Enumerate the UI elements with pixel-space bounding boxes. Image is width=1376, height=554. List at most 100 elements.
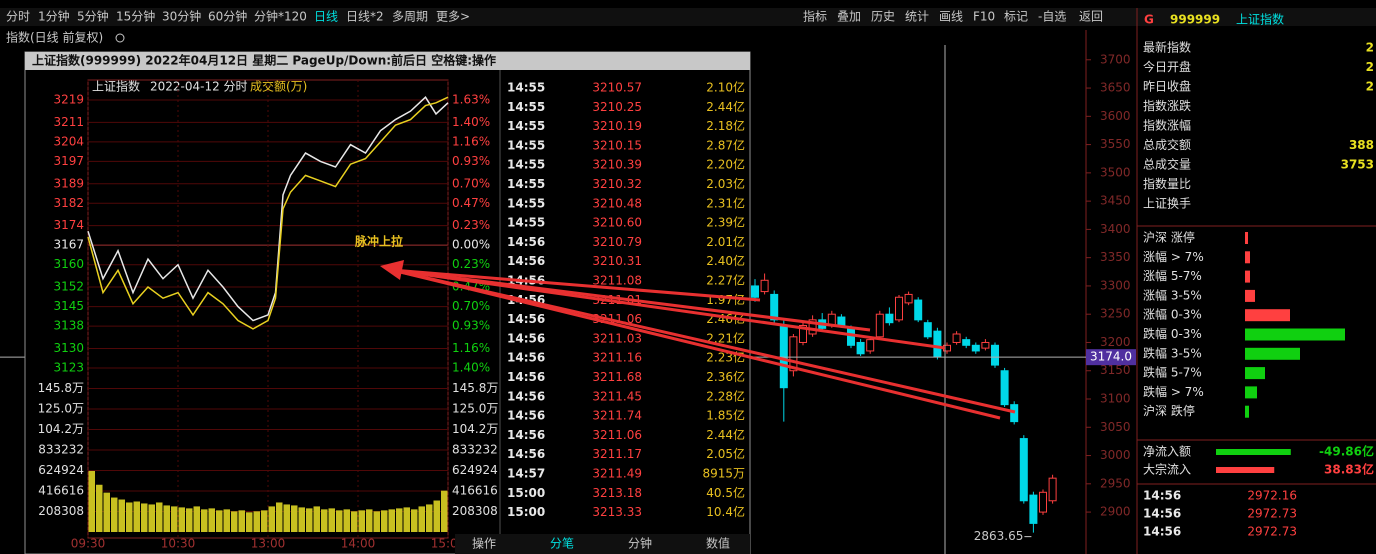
tool-button[interactable]: 叠加: [837, 10, 861, 24]
breadth-label: 跌幅 3-5%: [1143, 345, 1202, 360]
tool-button[interactable]: 标记: [1004, 10, 1028, 24]
tool-button[interactable]: 指标: [803, 9, 827, 24]
volume-bar: [433, 500, 440, 532]
y-tick-label: 3219: [53, 93, 84, 107]
volume-bar: [336, 510, 343, 532]
pct-label: 1.16%: [452, 341, 490, 355]
volume-bar: [283, 504, 290, 532]
tick-price: 3210.25: [592, 100, 642, 114]
y-tick-label: 3145: [53, 299, 84, 313]
volume-tick-label: 833232: [452, 443, 498, 457]
x-tick-label: 09:30: [71, 537, 106, 551]
tick-price: 3211.49: [592, 467, 642, 481]
tick-price: 3210.60: [592, 216, 642, 230]
bottom-tab[interactable]: 数值: [706, 536, 730, 551]
x-tick-label: 13:00: [251, 537, 286, 551]
volume-bar: [396, 508, 403, 532]
quote-name: 上证指数: [1236, 12, 1284, 27]
volume-bar: [403, 507, 410, 532]
volume-bar: [126, 502, 133, 532]
tool-button[interactable]: 返回: [1079, 10, 1103, 24]
tick-volume: 2.01亿: [706, 234, 745, 249]
quote-code: 999999: [1170, 13, 1220, 27]
pct-label: 1.63%: [452, 93, 490, 107]
candle-body: [923, 322, 932, 338]
tool-button[interactable]: -自选: [1038, 10, 1066, 24]
period-tab[interactable]: 日线: [314, 10, 338, 24]
tick-price: 3211.68: [592, 370, 642, 384]
volume-tick-label: 145.8万: [38, 381, 84, 395]
flow-label: 净流入额: [1143, 445, 1191, 459]
tick-volume: 2.87亿: [706, 137, 745, 152]
tick-price: 3210.15: [592, 138, 642, 152]
volume-bar: [231, 511, 238, 532]
tick-price: 3211.06: [592, 428, 642, 442]
tool-button[interactable]: 画线: [939, 10, 963, 24]
tool-button[interactable]: 历史: [871, 10, 895, 24]
y-tick-label: 3204: [53, 134, 84, 148]
tick-time: 14:56: [1143, 489, 1181, 503]
volume-tick-label: 145.8万: [452, 381, 498, 395]
period-tab[interactable]: 日线*2: [346, 10, 384, 24]
tick-volume: 2.44亿: [706, 99, 745, 114]
volume-bar: [246, 512, 253, 532]
arrow-head: [380, 260, 404, 280]
volume-bar: [216, 510, 223, 532]
period-tab[interactable]: 分时: [6, 10, 30, 24]
chart-icon: [115, 33, 125, 43]
period-tab[interactable]: 多周期: [392, 10, 428, 24]
pct-label: 1.40%: [452, 361, 490, 375]
chart-label: 指数(日线 前复权): [6, 30, 103, 45]
tick-price: 3213.18: [592, 486, 642, 500]
volume-bar: [193, 506, 200, 532]
period-tab[interactable]: 60分钟: [208, 9, 247, 24]
tick-price: 3210.31: [592, 254, 642, 268]
candle-body: [751, 285, 759, 298]
period-tab[interactable]: 分钟*120: [254, 9, 307, 24]
bottom-tab[interactable]: 操作: [472, 536, 496, 551]
breadth-label: 涨幅 > 7%: [1143, 249, 1204, 264]
volume-bar: [343, 509, 350, 532]
y-tick-label: 3182: [53, 196, 84, 210]
volume-tick-label: 833232: [38, 443, 84, 457]
volume-bar: [373, 511, 380, 532]
tick-volume: 1.85亿: [706, 408, 745, 423]
tick-volume: 10.4亿: [706, 504, 745, 519]
candle-body: [952, 333, 961, 343]
quote-label: 指数涨跌: [1143, 98, 1191, 113]
period-tab[interactable]: 1分钟: [38, 9, 70, 24]
quote-label: 最新指数: [1143, 40, 1191, 55]
popup-titlebar: [25, 52, 750, 70]
tick-volume: 2.03亿: [706, 176, 745, 191]
flow-label: 大宗流入: [1143, 462, 1191, 477]
y-tick-label: 3450: [1100, 194, 1131, 208]
volume-unit: 成交额(万): [250, 79, 307, 94]
period-tab[interactable]: 30分钟: [162, 9, 201, 24]
tick-price: 3211.17: [592, 447, 642, 461]
tick-volume: 2.44亿: [706, 427, 745, 442]
tick-time: 14:55: [507, 158, 545, 172]
x-tick-label: 10:30: [161, 537, 196, 551]
tick-volume: 2.18亿: [706, 118, 745, 133]
y-tick-label: 3250: [1100, 307, 1131, 321]
period-tab[interactable]: 15分钟: [116, 9, 155, 24]
y-tick-label: 3300: [1100, 278, 1131, 292]
tool-button[interactable]: F10: [973, 10, 995, 24]
volume-bar: [351, 511, 358, 532]
crosshair-box: [1086, 349, 1136, 366]
candle-body: [799, 325, 807, 343]
volume-bar: [358, 510, 365, 532]
tick-time: 14:56: [507, 447, 545, 461]
bottom-tab[interactable]: 分钟: [628, 536, 652, 551]
period-tab[interactable]: 5分钟: [77, 9, 109, 24]
period-tab[interactable]: 更多>: [436, 10, 470, 24]
pct-label: 0.70%: [452, 176, 490, 190]
pct-label: 0.70%: [452, 299, 490, 313]
tool-button[interactable]: 统计: [905, 10, 929, 24]
y-tick-label: 3700: [1100, 52, 1131, 66]
bottom-tab[interactable]: 分笔: [550, 536, 574, 551]
quote-label: 上证换手: [1143, 197, 1191, 211]
tick-time: 14:56: [507, 428, 545, 442]
tick-price: 3210.79: [592, 235, 642, 249]
tick-time: 15:00: [507, 505, 545, 519]
